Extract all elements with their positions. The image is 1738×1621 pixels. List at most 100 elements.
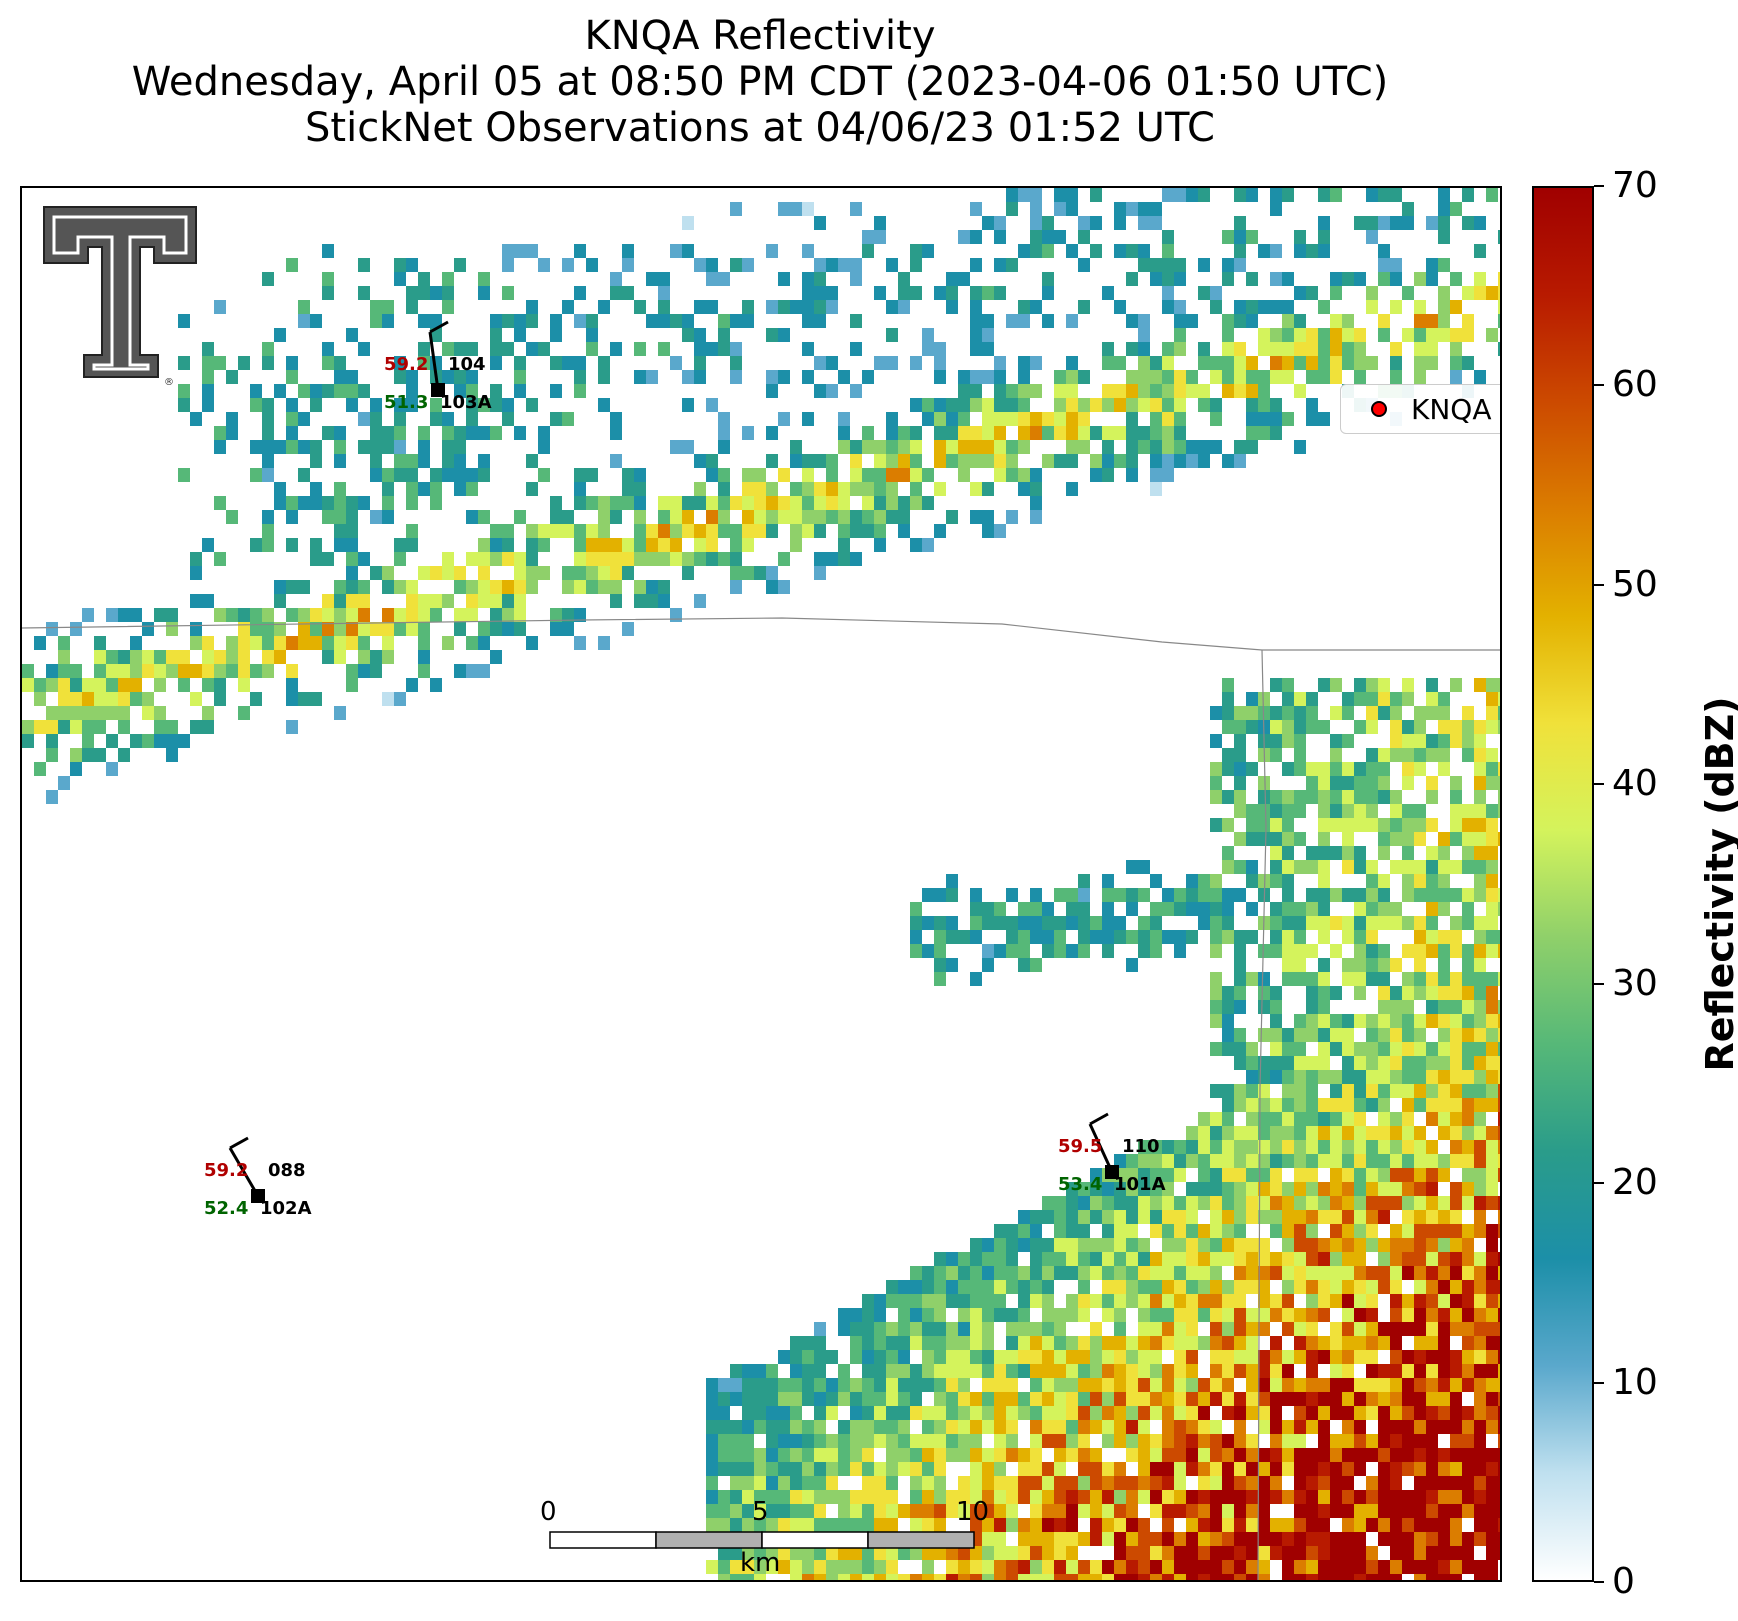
reflectivity-bin [406, 370, 418, 384]
reflectivity-bin [142, 1084, 154, 1098]
reflectivity-bin [1066, 1546, 1078, 1560]
reflectivity-bin [898, 1462, 910, 1476]
reflectivity-bin [1126, 426, 1138, 440]
reflectivity-bin [1174, 440, 1186, 454]
reflectivity-bin [394, 356, 406, 370]
reflectivity-bin [1486, 902, 1498, 916]
reflectivity-bin [1258, 1210, 1270, 1224]
reflectivity-bin [1054, 202, 1066, 216]
reflectivity-bin [934, 454, 946, 468]
reflectivity-bin [850, 552, 862, 566]
reflectivity-bin [1078, 1532, 1090, 1546]
reflectivity-bin [322, 356, 334, 370]
reflectivity-bin [1234, 1280, 1246, 1294]
reflectivity-bin [982, 440, 994, 454]
reflectivity-bin [1438, 874, 1450, 888]
reflectivity-bin [1354, 1168, 1366, 1182]
reflectivity-bin [1150, 1434, 1162, 1448]
reflectivity-bin [1234, 832, 1246, 846]
radar-map[interactable]: KNQA [20, 186, 1502, 1582]
reflectivity-bin [1054, 1532, 1066, 1546]
reflectivity-bin [682, 496, 694, 510]
reflectivity-bin [1390, 1392, 1402, 1406]
reflectivity-bin [1282, 1350, 1294, 1364]
reflectivity-bin [1030, 510, 1042, 524]
reflectivity-bin [1474, 734, 1486, 748]
reflectivity-bin [1486, 916, 1498, 930]
reflectivity-bin [982, 482, 994, 496]
reflectivity-bin [406, 608, 418, 622]
station-square [251, 1189, 265, 1203]
reflectivity-bin [394, 398, 406, 412]
reflectivity-bin [838, 426, 850, 440]
reflectivity-bin [958, 1252, 970, 1266]
reflectivity-bin [190, 692, 202, 706]
reflectivity-bin [850, 384, 862, 398]
reflectivity-bin [466, 510, 478, 524]
reflectivity-bin [1366, 1448, 1378, 1462]
reflectivity-bin [490, 790, 502, 804]
reflectivity-bin [454, 482, 466, 496]
reflectivity-bin [454, 440, 466, 454]
reflectivity-bin [1210, 1210, 1222, 1224]
reflectivity-bin [1198, 916, 1210, 930]
reflectivity-bin [1330, 1098, 1342, 1112]
reflectivity-bin [1354, 1294, 1366, 1308]
reflectivity-bin [814, 216, 826, 230]
reflectivity-bin [1006, 1308, 1018, 1322]
reflectivity-bin [406, 496, 418, 510]
reflectivity-bin [1402, 1126, 1414, 1140]
reflectivity-bin [730, 552, 742, 566]
reflectivity-bin [334, 440, 346, 454]
reflectivity-bin [1186, 370, 1198, 384]
reflectivity-bin [334, 1308, 346, 1322]
reflectivity-bin [358, 496, 370, 510]
reflectivity-bin [1402, 874, 1414, 888]
reflectivity-bin [154, 706, 166, 720]
reflectivity-bin [1114, 1560, 1126, 1574]
reflectivity-bin [1126, 202, 1138, 216]
reflectivity-bin [1402, 860, 1414, 874]
reflectivity-bin [286, 538, 298, 552]
reflectivity-bin [1174, 1154, 1186, 1168]
reflectivity-bin [1498, 1364, 1500, 1378]
reflectivity-bin [1246, 1378, 1258, 1392]
reflectivity-bin [1078, 1196, 1090, 1210]
reflectivity-bin [190, 594, 202, 608]
reflectivity-bin [886, 300, 898, 314]
reflectivity-bin [970, 1476, 982, 1490]
reflectivity-bin [1390, 1252, 1402, 1266]
reflectivity-bin [910, 1546, 922, 1560]
colorbar-tick-mark [1594, 1381, 1604, 1384]
colorbar-tick-mark [1594, 384, 1604, 387]
reflectivity-bin [658, 510, 670, 524]
reflectivity-bin [1138, 1182, 1150, 1196]
reflectivity-bin [1402, 888, 1414, 902]
reflectivity-bin [1270, 272, 1282, 286]
reflectivity-bin [1498, 286, 1500, 300]
reflectivity-bin [730, 524, 742, 538]
reflectivity-bin [1234, 300, 1246, 314]
reflectivity-bin [1006, 1518, 1018, 1532]
reflectivity-bin [1378, 1532, 1390, 1546]
reflectivity-bin [1282, 1140, 1294, 1154]
reflectivity-bin [1258, 1532, 1270, 1546]
reflectivity-bin [970, 398, 982, 412]
reflectivity-bin [1246, 1266, 1258, 1280]
reflectivity-bin [1162, 902, 1174, 916]
reflectivity-bin [418, 342, 430, 356]
reflectivity-bin [454, 258, 466, 272]
reflectivity-bin [454, 342, 466, 356]
reflectivity-bin [862, 426, 874, 440]
reflectivity-bin [286, 580, 298, 594]
reflectivity-bin [1450, 1546, 1462, 1560]
reflectivity-bin [1450, 1490, 1462, 1504]
reflectivity-bin [598, 510, 610, 524]
reflectivity-bin [886, 944, 898, 958]
reflectivity-bin [1450, 300, 1462, 314]
reflectivity-bin [346, 608, 358, 622]
reflectivity-bin [250, 384, 262, 398]
reflectivity-bin [1222, 1546, 1234, 1560]
reflectivity-bin [742, 510, 754, 524]
reflectivity-bin [1306, 1532, 1318, 1546]
